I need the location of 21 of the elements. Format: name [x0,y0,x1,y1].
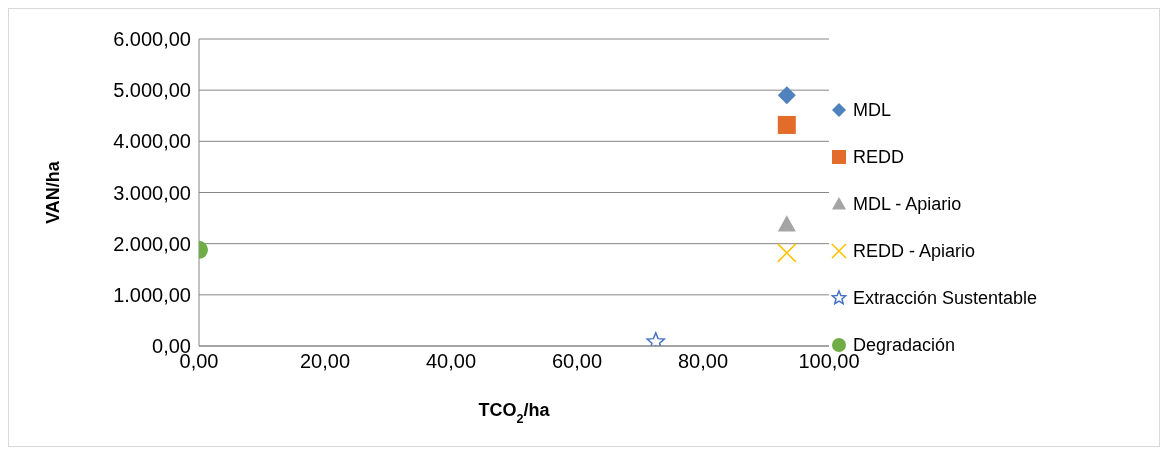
point [777,215,796,232]
y-tick-label: 3.000,00 [113,181,191,204]
legend-label: REDD [853,146,905,168]
point [777,86,796,105]
legend-label: Extracción Sustentable [853,287,1038,309]
point [777,243,797,263]
y-tick-label: 4.000,00 [113,130,191,153]
x-tick-label: 40,00 [425,350,477,373]
y-tick-label: 1.000,00 [113,283,191,306]
x-axis-title: TCO$_{2}$/ha [478,400,551,426]
point [777,115,796,134]
x-tick-label: 20,00 [299,350,351,373]
y-tick-label: 5.000,00 [113,79,191,102]
y-tick-label: 2.000,00 [113,232,191,255]
x-tick-label: 80,00 [677,350,729,373]
y-axis-title: VAN/ha [43,160,63,224]
y-tick-label: 6.000,00 [113,28,191,51]
legend-label: REDD - Apiario [853,240,976,262]
x-tick-label: 60,00 [551,350,603,373]
legend-label: MDL - Apiario [853,193,962,215]
legend-label: MDL [853,99,892,121]
